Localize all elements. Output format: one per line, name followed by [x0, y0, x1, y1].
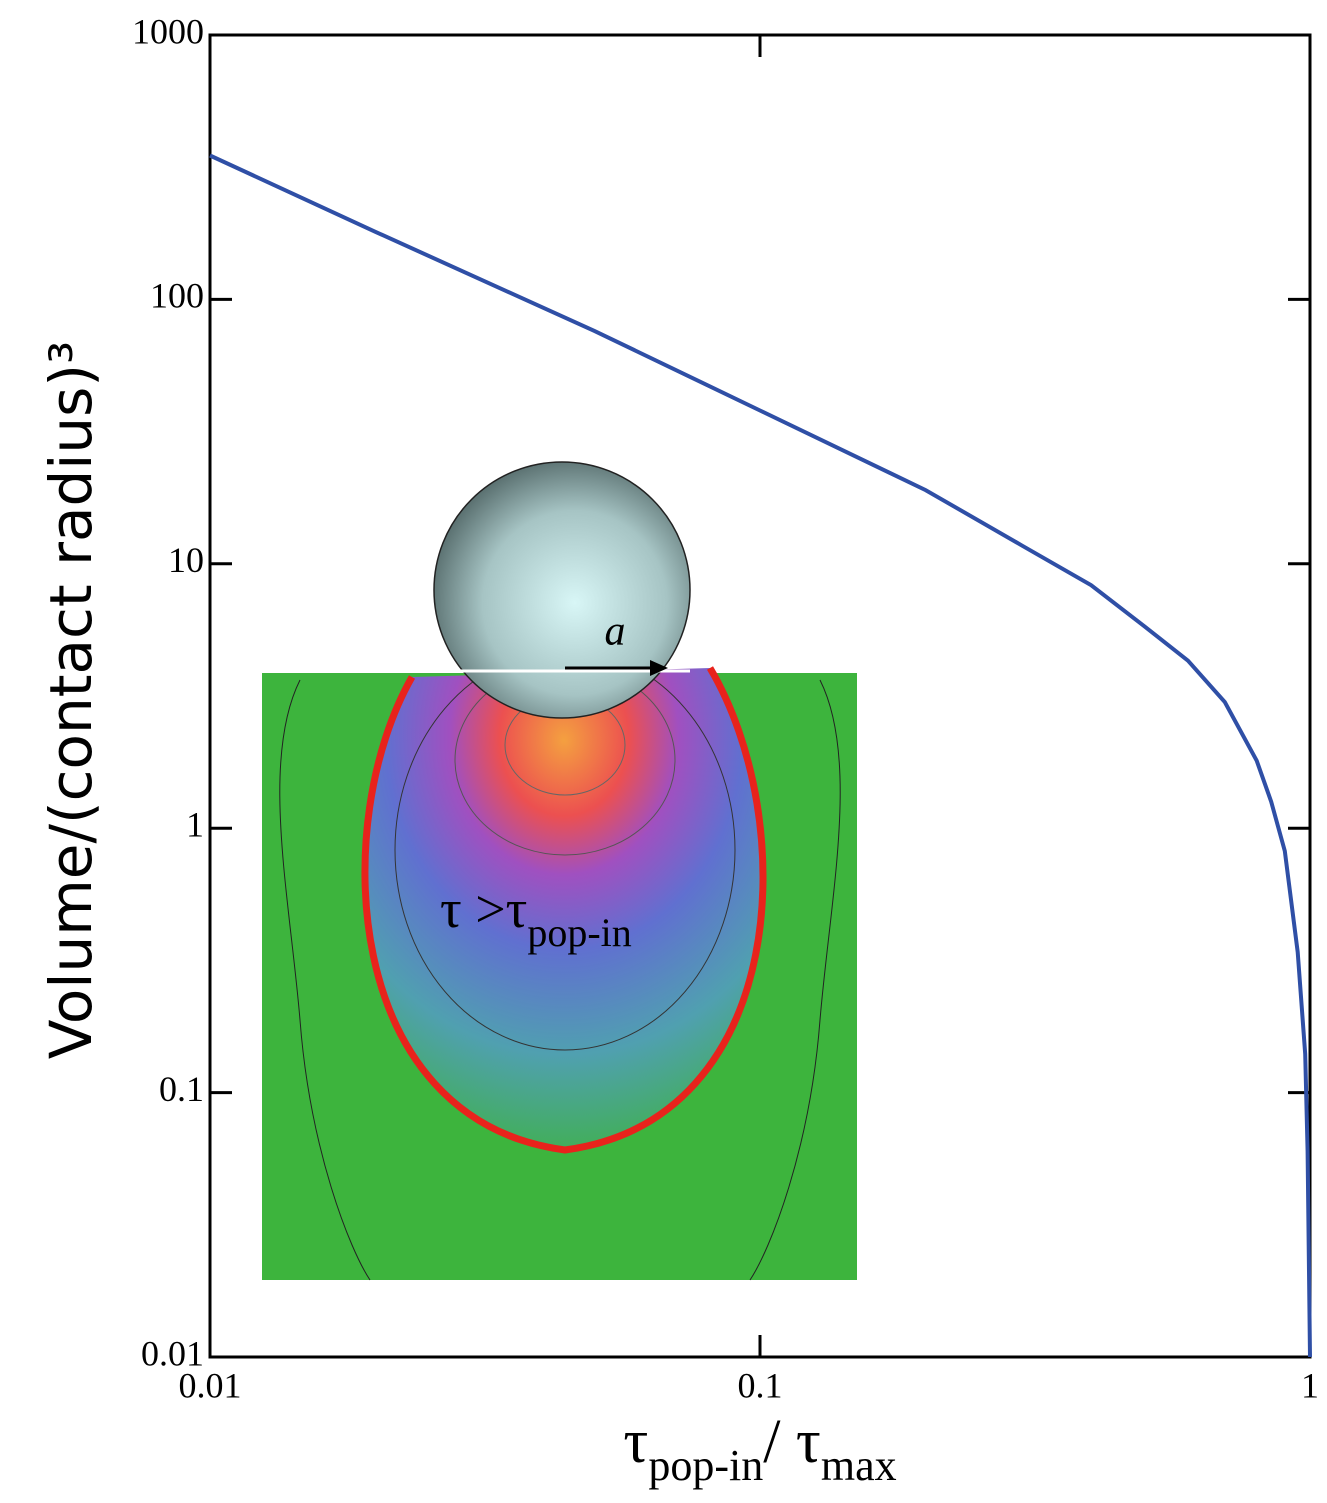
y-tick-label: 1: [186, 804, 204, 844]
y-tick-label: 100: [150, 276, 204, 316]
x-tick-label: 1: [1301, 1365, 1319, 1405]
x-label-part: pop-in: [648, 1441, 763, 1490]
x-tick-label: 0.1: [738, 1365, 783, 1405]
region-label-main: τ >τ: [440, 879, 527, 939]
region-label-sub: pop-in: [527, 910, 631, 955]
y-tick-label: 0.01: [141, 1333, 204, 1373]
x-tick-label: 0.01: [179, 1365, 242, 1405]
y-tick-label: 10: [168, 540, 204, 580]
contour: [279, 679, 371, 1281]
y-axis-label: Volume/(contact radius)³: [37, 341, 105, 1060]
sphere: [433, 461, 691, 719]
inset: a τ >τpop-in: [262, 461, 857, 1281]
stress-region: [364, 668, 764, 1150]
threshold-contour: [361, 666, 767, 1154]
region-label: τ >τpop-in: [440, 879, 632, 955]
y-tick-label: 1000: [132, 11, 204, 51]
x-axis-label: τpop-in/ τmax: [623, 1408, 896, 1490]
arrow-head: [650, 660, 668, 676]
arrow-label: a: [605, 609, 626, 655]
x-label-part: max: [821, 1441, 897, 1490]
x-label-part: τ: [623, 1408, 648, 1476]
data-line: [209, 153, 1312, 1358]
y-tick-label: 0.1: [159, 1069, 204, 1109]
x-label-part: / τ: [763, 1408, 821, 1476]
contour: [749, 679, 841, 1281]
